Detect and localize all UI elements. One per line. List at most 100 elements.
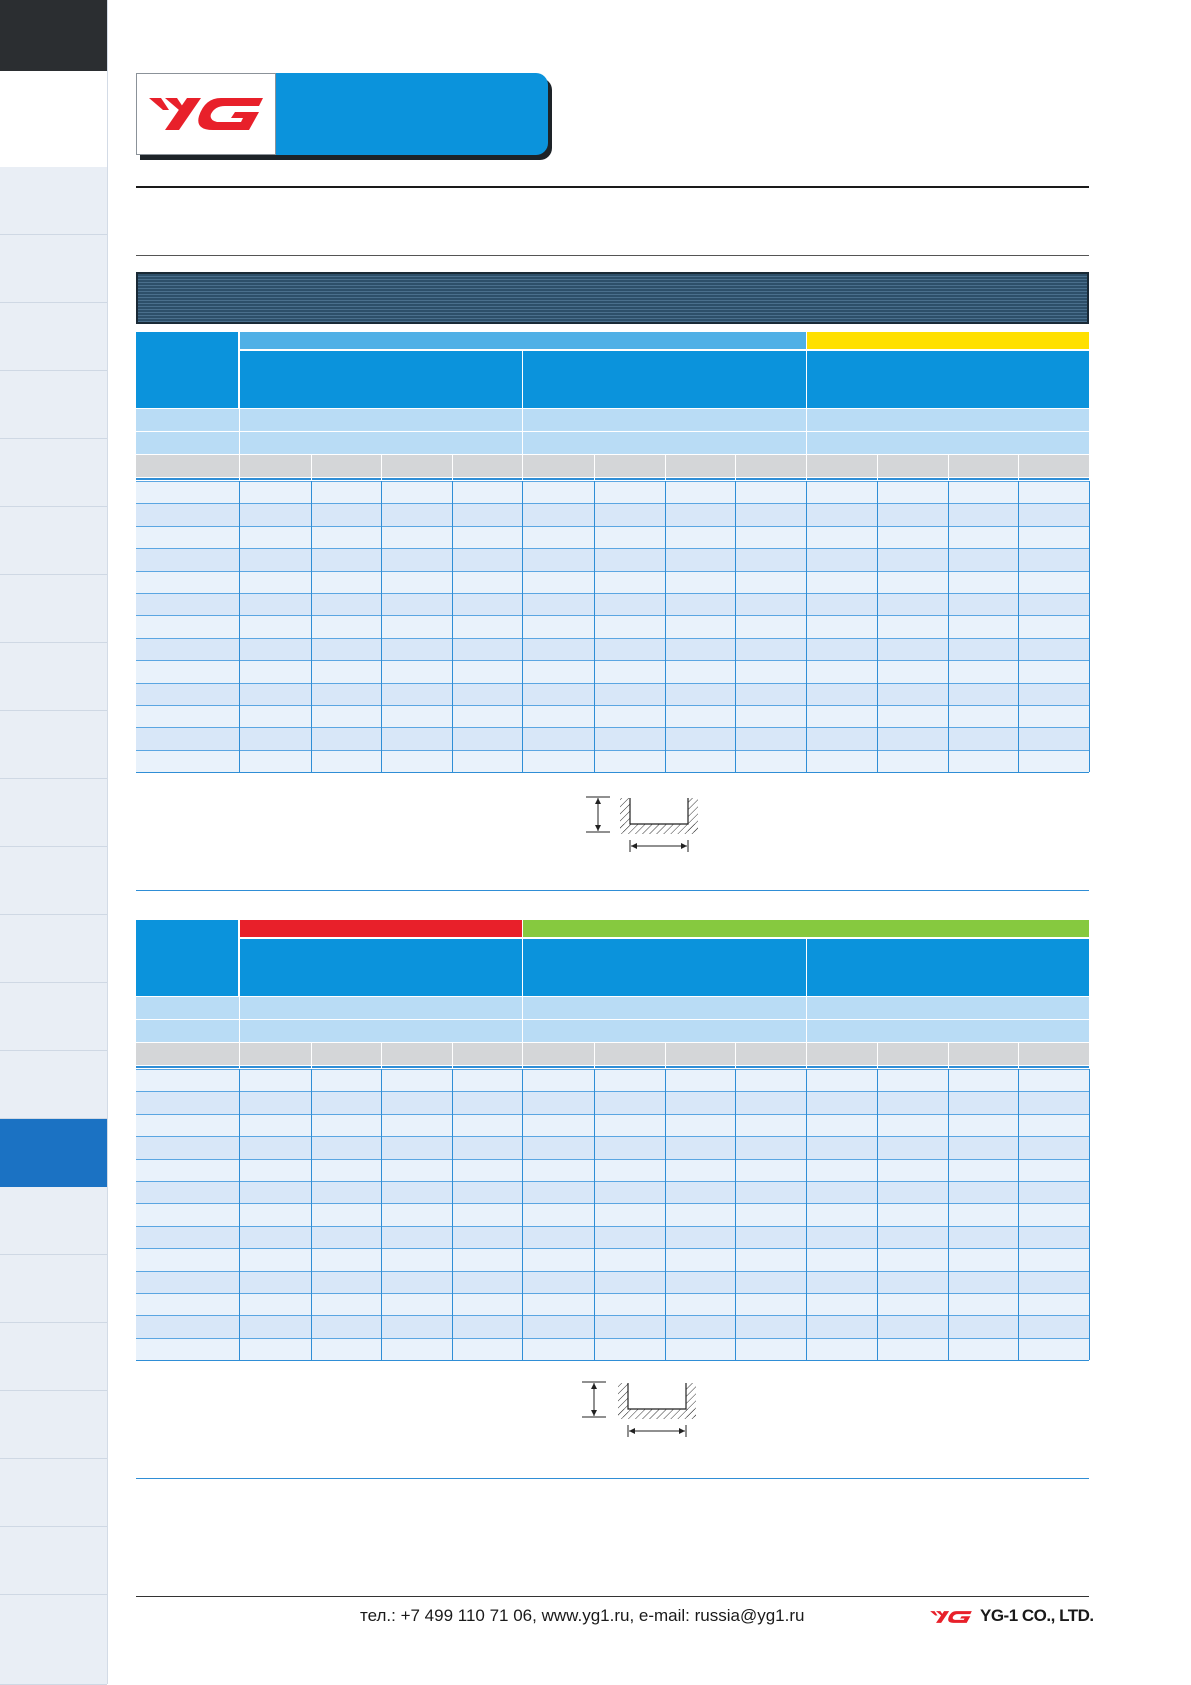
column-divider-data bbox=[664, 481, 666, 773]
table-bottom-rule bbox=[136, 772, 1089, 774]
logo-panel bbox=[136, 73, 276, 155]
sidebar-tab[interactable] bbox=[0, 1187, 107, 1255]
table-row bbox=[136, 1248, 1089, 1271]
table-row bbox=[136, 1293, 1089, 1316]
table-row bbox=[136, 615, 1089, 638]
column-divider-data bbox=[805, 1069, 807, 1361]
material-group-strip bbox=[240, 332, 806, 349]
sidebar-tab[interactable] bbox=[0, 575, 107, 643]
row-divider bbox=[136, 1136, 1089, 1138]
column-header-row bbox=[136, 1043, 1089, 1065]
table-separator bbox=[136, 1478, 1089, 1479]
row-divider bbox=[136, 749, 1089, 751]
table-row bbox=[136, 1091, 1089, 1114]
table-row bbox=[136, 525, 1089, 549]
column-divider-data bbox=[593, 1069, 595, 1361]
material-group-strip bbox=[806, 332, 1089, 349]
sidebar-tab[interactable] bbox=[0, 1459, 107, 1527]
sidebar-tab[interactable] bbox=[0, 235, 107, 303]
header-logo-block bbox=[136, 73, 553, 160]
column-divider-data bbox=[805, 481, 807, 773]
table-row bbox=[136, 481, 1089, 504]
sidebar-header bbox=[0, 0, 107, 71]
sidebar-spacer bbox=[0, 71, 107, 168]
column-divider-data bbox=[735, 481, 737, 773]
table-bottom-rule bbox=[136, 1360, 1089, 1362]
sidebar-tab[interactable] bbox=[0, 847, 107, 915]
row-divider bbox=[136, 1181, 1089, 1182]
table-row bbox=[136, 749, 1089, 773]
sidebar-tab[interactable] bbox=[0, 1323, 107, 1391]
column-divider-data bbox=[877, 481, 879, 773]
column-divider-data bbox=[310, 481, 312, 773]
material-group-header bbox=[240, 351, 523, 408]
sidebar-tab[interactable] bbox=[0, 439, 107, 507]
sidebar-tab[interactable] bbox=[0, 1595, 107, 1685]
material-group-header bbox=[523, 939, 806, 996]
column-divider-data bbox=[735, 1069, 737, 1361]
row-divider bbox=[136, 1248, 1089, 1250]
material-group-header bbox=[806, 351, 1089, 408]
hardness-row bbox=[136, 997, 1089, 1019]
row-divider bbox=[136, 727, 1089, 729]
cutting-conditions-table-1 bbox=[136, 332, 1090, 777]
section-title-bar bbox=[136, 272, 1089, 324]
header-bottom-rule bbox=[136, 1066, 1089, 1068]
sidebar-tab[interactable] bbox=[0, 711, 107, 779]
sidebar bbox=[0, 0, 108, 1685]
table-row bbox=[136, 660, 1089, 683]
column-divider-data bbox=[877, 1069, 879, 1361]
row-divider bbox=[136, 1158, 1089, 1160]
table-corner-header bbox=[136, 332, 238, 408]
column-divider-data bbox=[1089, 1069, 1090, 1361]
slot-profile-icon bbox=[582, 1381, 696, 1437]
sidebar-tab[interactable] bbox=[0, 1255, 107, 1323]
material-group-header bbox=[523, 351, 806, 408]
header-bottom-rule bbox=[136, 478, 1089, 480]
sidebar-tab[interactable] bbox=[0, 779, 107, 847]
sidebar-tab[interactable] bbox=[0, 1051, 107, 1119]
row-divider bbox=[136, 705, 1089, 706]
sidebar-tab[interactable] bbox=[0, 1527, 107, 1595]
column-divider-data bbox=[947, 481, 949, 773]
table-row bbox=[136, 1225, 1089, 1249]
sidebar-tab[interactable] bbox=[0, 983, 107, 1051]
sidebar-tab-active[interactable] bbox=[0, 1119, 107, 1187]
table-row bbox=[136, 1069, 1089, 1092]
column-divider-data bbox=[239, 481, 240, 773]
row-divider bbox=[136, 682, 1089, 684]
yg-logo-icon bbox=[149, 98, 263, 130]
sidebar-tab[interactable] bbox=[0, 167, 107, 235]
row-divider bbox=[136, 1293, 1089, 1294]
row-divider bbox=[136, 503, 1089, 505]
sidebar-tab[interactable] bbox=[0, 507, 107, 575]
table-row bbox=[136, 705, 1089, 728]
table-row bbox=[136, 1113, 1089, 1137]
table-row bbox=[136, 1315, 1089, 1338]
row-divider bbox=[136, 548, 1089, 550]
spec-row bbox=[136, 432, 1089, 454]
column-divider-data bbox=[381, 481, 383, 773]
table-row bbox=[136, 1270, 1089, 1293]
row-divider bbox=[136, 637, 1089, 639]
column-divider-data bbox=[1089, 481, 1090, 773]
table-row bbox=[136, 1158, 1089, 1181]
sidebar-tab[interactable] bbox=[0, 303, 107, 371]
row-divider bbox=[136, 1113, 1089, 1115]
column-divider-data bbox=[664, 1069, 666, 1361]
sidebar-tab[interactable] bbox=[0, 643, 107, 711]
column-divider-data bbox=[451, 481, 453, 773]
sidebar-tab[interactable] bbox=[0, 371, 107, 439]
row-divider bbox=[136, 525, 1089, 527]
material-group-strip bbox=[523, 920, 1089, 937]
section-rule bbox=[136, 255, 1089, 256]
sidebar-tab[interactable] bbox=[0, 915, 107, 983]
column-divider-data bbox=[239, 1069, 240, 1361]
row-divider bbox=[136, 660, 1089, 662]
material-group-header bbox=[806, 939, 1089, 996]
table-row bbox=[136, 727, 1089, 750]
column-divider-data bbox=[310, 1069, 312, 1361]
hardness-row bbox=[136, 409, 1089, 431]
sidebar-tab[interactable] bbox=[0, 1391, 107, 1459]
column-divider-data bbox=[1018, 1069, 1020, 1361]
